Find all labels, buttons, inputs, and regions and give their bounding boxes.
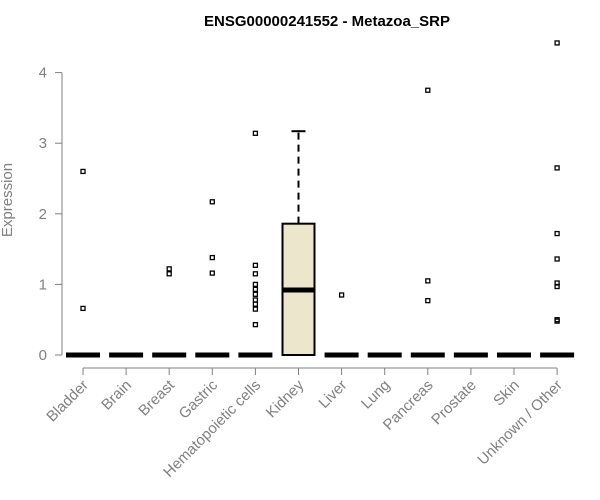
outlier-point bbox=[554, 317, 560, 323]
outlier-point bbox=[80, 305, 86, 312]
outlier-point bbox=[252, 306, 259, 312]
outlier-point bbox=[252, 321, 259, 328]
outlier-point bbox=[252, 301, 259, 307]
x-tick-label: Prostate bbox=[428, 377, 480, 429]
outlier-point bbox=[425, 297, 431, 304]
x-tick-label: Bladder bbox=[43, 377, 92, 426]
box-group bbox=[66, 168, 100, 358]
box-group bbox=[152, 266, 187, 358]
outlier-point bbox=[252, 262, 259, 268]
box-group bbox=[281, 130, 316, 356]
box-group bbox=[410, 87, 445, 358]
box-group bbox=[324, 292, 359, 358]
outlier-point bbox=[166, 266, 172, 272]
outlier-point bbox=[554, 256, 560, 262]
outlier-point bbox=[425, 278, 431, 284]
x-tick-label: Skin bbox=[490, 377, 523, 410]
y-tick-label: 2 bbox=[39, 206, 47, 223]
outlier-point bbox=[252, 130, 259, 136]
outlier-point bbox=[209, 254, 215, 261]
y-axis-label: Expression bbox=[0, 163, 16, 237]
outlier-point bbox=[80, 168, 86, 175]
box-group bbox=[195, 199, 230, 358]
y-tick-label: 3 bbox=[39, 135, 47, 152]
y-axis: 0 1 2 3 4 bbox=[39, 65, 63, 364]
outlier-point bbox=[252, 291, 259, 297]
outlier-point bbox=[425, 87, 431, 93]
x-tick-label: Kidney bbox=[263, 376, 308, 421]
outlier-point bbox=[252, 286, 259, 292]
outlier-point bbox=[554, 40, 560, 46]
outlier-point bbox=[252, 297, 259, 303]
outlier-point bbox=[554, 165, 560, 171]
outlier-point bbox=[554, 280, 560, 286]
outlier-point bbox=[166, 271, 172, 277]
y-tick-label: 0 bbox=[39, 347, 47, 364]
outlier-point bbox=[252, 281, 259, 288]
outlier-point bbox=[209, 199, 215, 205]
y-tick-label: 4 bbox=[39, 65, 47, 82]
outlier-point bbox=[209, 270, 215, 276]
box-group bbox=[238, 130, 273, 358]
x-tick-label: Brain bbox=[98, 377, 135, 414]
x-tick-label: Liver bbox=[315, 377, 350, 412]
outlier-point bbox=[554, 230, 560, 237]
y-tick-label: 1 bbox=[39, 276, 47, 293]
outlier-point bbox=[338, 292, 345, 298]
x-tick-label: Breast bbox=[135, 376, 178, 419]
plot-area bbox=[66, 40, 575, 358]
chart-title: ENSG00000241552 - Metazoa_SRP bbox=[204, 13, 450, 30]
x-tick-label: Lung bbox=[358, 377, 394, 413]
box-group bbox=[540, 40, 575, 358]
outlier-point bbox=[252, 271, 259, 277]
